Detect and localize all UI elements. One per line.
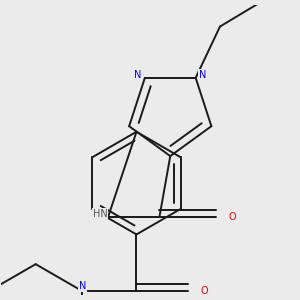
Text: HN: HN — [93, 209, 107, 219]
Text: N: N — [79, 281, 86, 291]
Text: O: O — [229, 212, 236, 222]
Text: N: N — [199, 70, 206, 80]
Text: N: N — [134, 70, 142, 80]
Text: O: O — [200, 286, 208, 296]
